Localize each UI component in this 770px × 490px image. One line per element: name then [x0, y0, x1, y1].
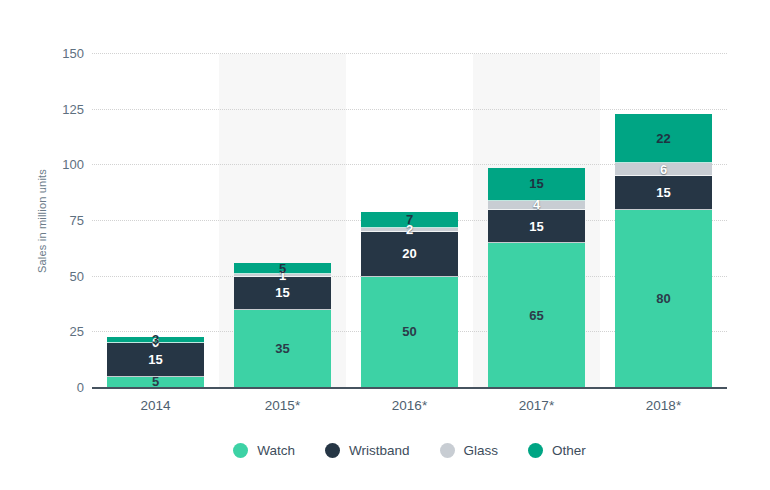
y-tick-label: 75	[0, 214, 84, 228]
bar-segment-other-2018[interactable]	[615, 114, 712, 163]
bar-segment-watch-2016[interactable]	[361, 277, 458, 388]
bar-segment-glass-2017[interactable]	[488, 201, 585, 210]
stacked-bar-chart: Sales in million units 51503351515502027…	[0, 0, 770, 490]
bar-segment-wristband-2018[interactable]	[615, 176, 712, 209]
x-tick-label: 2016*	[346, 398, 473, 413]
bar-segment-wristband-2015[interactable]	[234, 277, 331, 310]
y-tick-label: 25	[0, 325, 84, 339]
legend-label: Watch	[257, 443, 295, 458]
legend-swatch-icon	[325, 443, 340, 458]
gridline	[92, 109, 727, 110]
bar-segment-wristband-2017[interactable]	[488, 210, 585, 243]
legend-label: Glass	[464, 443, 499, 458]
y-tick-label: 0	[0, 381, 84, 395]
legend-label: Other	[552, 443, 586, 458]
bar-segment-watch-2017[interactable]	[488, 243, 585, 388]
x-axis-line	[92, 387, 727, 389]
y-tick-label: 150	[0, 47, 84, 61]
y-tick-label: 125	[0, 103, 84, 117]
bar-segment-watch-2018[interactable]	[615, 210, 712, 388]
y-tick-label: 100	[0, 158, 84, 172]
legend-swatch-icon	[440, 443, 455, 458]
bar-segment-glass-2018[interactable]	[615, 163, 712, 176]
legend-item-wristband[interactable]: Wristband	[325, 443, 410, 458]
y-tick-label: 50	[0, 270, 84, 284]
plot-area: 5150335151550202765154158015622	[92, 54, 727, 388]
legend-swatch-icon	[528, 443, 543, 458]
x-tick-label: 2018*	[600, 398, 727, 413]
legend-item-glass[interactable]: Glass	[440, 443, 499, 458]
legend-swatch-icon	[233, 443, 248, 458]
gridline	[92, 53, 727, 54]
bar-segment-other-2015[interactable]	[234, 263, 331, 274]
bar-segment-wristband-2016[interactable]	[361, 232, 458, 277]
bar-segment-watch-2015[interactable]	[234, 310, 331, 388]
x-tick-label: 2017*	[473, 398, 600, 413]
bar-segment-glass-2015[interactable]	[234, 274, 331, 276]
legend-item-other[interactable]: Other	[528, 443, 586, 458]
x-tick-label: 2015*	[219, 398, 346, 413]
bar-segment-other-2014[interactable]	[107, 337, 204, 344]
bar-segment-other-2016[interactable]	[361, 212, 458, 228]
legend: Watch Wristband Glass Other	[92, 438, 727, 462]
bar-segment-glass-2016[interactable]	[361, 228, 458, 232]
legend-label: Wristband	[349, 443, 410, 458]
bar-segment-other-2017[interactable]	[488, 168, 585, 201]
legend-item-watch[interactable]: Watch	[233, 443, 295, 458]
bar-segment-wristband-2014[interactable]	[107, 343, 204, 376]
x-tick-label: 2014	[92, 398, 219, 413]
